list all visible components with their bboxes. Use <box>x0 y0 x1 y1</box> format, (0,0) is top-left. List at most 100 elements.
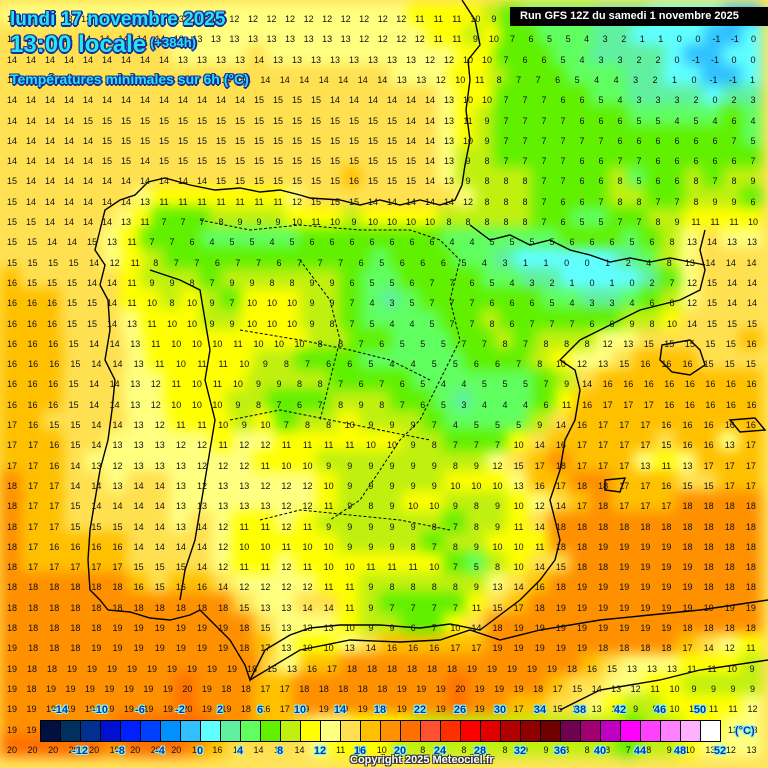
grid-value: 4 <box>594 74 600 85</box>
grid-value: 7 <box>569 318 575 329</box>
grid-value: 8 <box>440 744 446 755</box>
grid-value: 18 <box>28 602 39 613</box>
grid-value: 13 <box>192 34 203 45</box>
grid-value: 19 <box>91 643 102 654</box>
grid-value: 10 <box>239 359 250 370</box>
grid-value: 17 <box>640 480 651 491</box>
grid-value: 15 <box>6 196 17 207</box>
grid-value: 8 <box>420 744 426 755</box>
grid-value: 15 <box>310 156 321 167</box>
grid-value: 8 <box>446 217 452 227</box>
grid-value: 6 <box>560 95 566 106</box>
grid-value: 5 <box>431 359 437 370</box>
grid-value: 17 <box>260 683 271 694</box>
grid-value: 12 <box>281 582 292 593</box>
grid-value: 10 <box>286 298 297 309</box>
grid-value: 9 <box>389 521 395 532</box>
grid-value: 15 <box>291 135 302 146</box>
grid-value: 13 <box>348 54 359 65</box>
grid-value: 13 <box>175 480 186 491</box>
grid-value: 10 <box>470 14 481 24</box>
grid-value: 15 <box>348 115 359 126</box>
legend-label: -14 <box>52 704 68 716</box>
grid-value: 6 <box>469 277 475 288</box>
grid-value: 7 <box>522 338 528 349</box>
grid-value: 13 <box>133 440 144 451</box>
grid-value: 17 <box>598 420 609 430</box>
grid-value: 7 <box>297 257 303 268</box>
grid-value: 8 <box>646 744 652 755</box>
grid-value: 16 <box>27 338 38 349</box>
grid-value: 14 <box>44 196 55 207</box>
grid-value: 4 <box>522 399 528 410</box>
grid-value: 15 <box>272 135 283 146</box>
grid-value: 13 <box>130 399 141 410</box>
grid-value: 15 <box>120 156 131 167</box>
grid-value: 18 <box>46 663 57 674</box>
grid-value: 6 <box>329 237 335 248</box>
grid-value: 14 <box>582 379 593 390</box>
grid-value: 11 <box>260 562 270 573</box>
grid-value: 11 <box>140 217 150 227</box>
grid-value: 9 <box>347 521 353 532</box>
grid-value: 14 <box>44 54 55 65</box>
grid-value: -1 <box>712 34 721 45</box>
grid-value: 0 <box>691 74 697 85</box>
grid-value: 20 <box>68 744 79 755</box>
grid-value: 19 <box>109 744 120 755</box>
grid-value: 17 <box>643 399 654 410</box>
grid-value: 19 <box>416 683 427 694</box>
grid-value: 13 <box>260 602 271 613</box>
grid-value: 8 <box>503 176 509 187</box>
grid-value: 16 <box>48 379 59 390</box>
grid-value: 13 <box>281 623 292 633</box>
grid-value: 9 <box>473 582 479 593</box>
grid-value: 9 <box>368 480 374 491</box>
grid-value: 14 <box>91 480 102 491</box>
grid-value: 15 <box>86 318 97 329</box>
grid-value: 7 <box>598 135 604 146</box>
grid-value: 8 <box>283 359 289 370</box>
grid-value: 5 <box>399 338 405 349</box>
grid-value: 15 <box>154 562 165 573</box>
grid-value: 9 <box>368 420 374 430</box>
grid-value: 14 <box>323 602 334 613</box>
grid-value: 18 <box>26 683 37 694</box>
grid-value: 18 <box>703 582 714 593</box>
grid-value: 13 <box>62 14 73 24</box>
grid-value: 10 <box>429 501 440 512</box>
legend-swatch <box>561 721 581 741</box>
grid-value: 18 <box>682 541 693 552</box>
grid-value: 19 <box>123 683 134 694</box>
grid-value: 9 <box>452 501 458 512</box>
grid-value: 16 <box>534 582 545 593</box>
grid-value: 14 <box>177 176 188 187</box>
grid-value: 18 <box>566 663 577 674</box>
legend-label: 30 <box>493 704 507 716</box>
grid-value: 10 <box>684 744 695 755</box>
grid-value: 17 <box>471 643 482 654</box>
grid-value: 15 <box>46 277 57 288</box>
grid-value: 7 <box>161 217 167 227</box>
grid-value: 7 <box>180 217 186 227</box>
legend-swatch <box>581 721 601 741</box>
grid-value: 6 <box>712 156 718 167</box>
grid-value: 0 <box>695 34 701 45</box>
grid-value: 9 <box>329 277 335 288</box>
grid-value: 19 <box>703 602 714 613</box>
grid-value: 14 <box>63 135 74 146</box>
grid-value: 16 <box>724 420 735 430</box>
grid-value: 19 <box>492 643 503 654</box>
grid-value: 13 <box>126 318 137 329</box>
grid-value: 19 <box>534 643 545 654</box>
grid-value: 14 <box>63 115 74 126</box>
grid-value: 6 <box>649 237 655 248</box>
local-time: 13:00 locale <box>10 31 147 58</box>
grid-value: 14 <box>424 156 435 167</box>
grid-value: 18 <box>70 623 81 633</box>
grid-value: 16 <box>555 440 566 451</box>
grid-value: 14 <box>405 95 416 106</box>
grid-value: 7 <box>229 298 235 309</box>
